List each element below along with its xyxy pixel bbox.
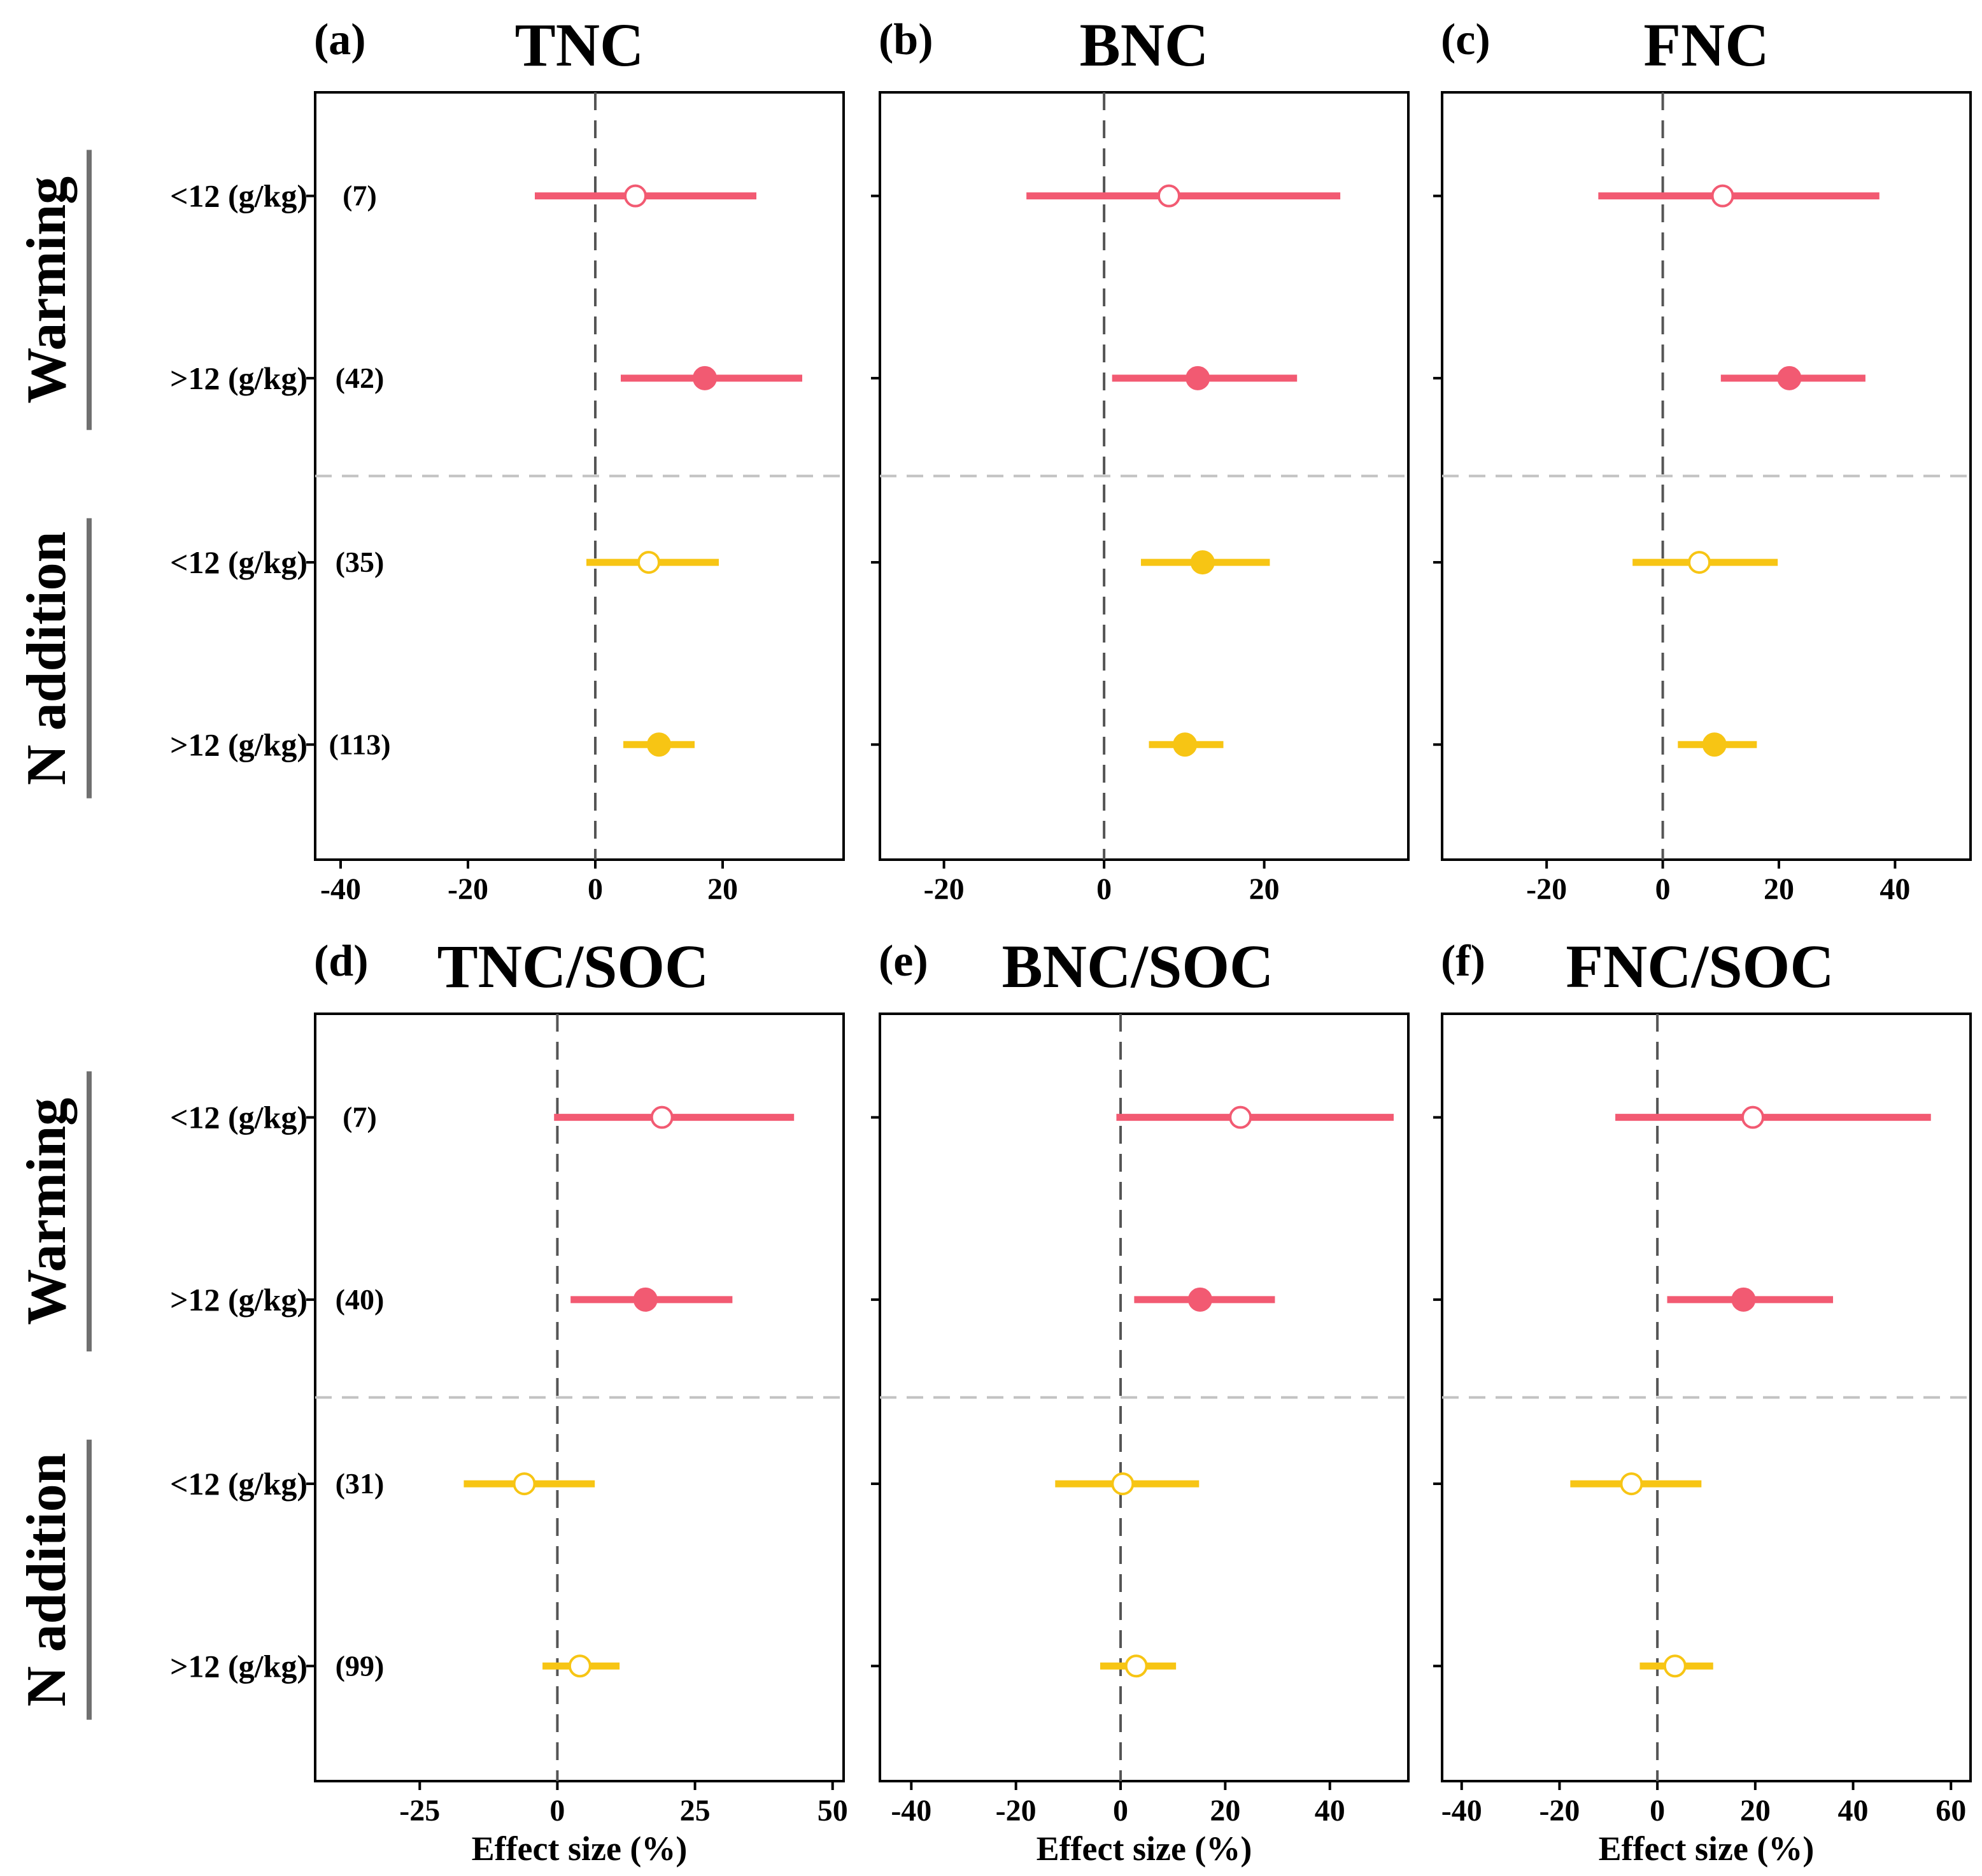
mean-point-filled xyxy=(1173,732,1198,757)
x-tick-label: -20 xyxy=(448,872,488,906)
row-label: <12 (g/kg) xyxy=(170,1100,308,1135)
panel-title: TNC xyxy=(515,11,644,79)
group-label: Warming xyxy=(16,1098,78,1325)
panel-letter: (a) xyxy=(314,15,366,64)
panel-d: (d) TNC/SOC -25 0 25 50 Effect size (%) <12 (g/… xyxy=(16,932,848,1868)
x-tick-label: 0 xyxy=(1113,1794,1128,1828)
row-label: <12 (g/kg) xyxy=(170,1466,308,1502)
mean-point-open xyxy=(1111,1472,1135,1496)
x-tick-label: 25 xyxy=(680,1794,711,1828)
x-tick-label: 40 xyxy=(1879,872,1910,906)
panel-title: TNC/SOC xyxy=(437,932,709,1000)
panel-title: BNC xyxy=(1080,11,1209,79)
x-tick-label: 0 xyxy=(588,872,603,906)
group-label: N addition xyxy=(16,1453,78,1707)
row-label: >12 (g/kg) xyxy=(170,1282,308,1318)
panel-title: BNC/SOC xyxy=(1002,932,1274,1000)
mean-point-filled xyxy=(633,1287,658,1312)
x-tick-label: 20 xyxy=(707,872,738,906)
row-label: >12 (g/kg) xyxy=(170,1648,308,1684)
panel-title: FNC xyxy=(1643,11,1769,79)
panel-frame xyxy=(314,91,845,861)
sample-size-label: (7) xyxy=(343,180,377,212)
x-tick-label: 20 xyxy=(1764,872,1794,906)
sample-size-label: (99) xyxy=(336,1649,385,1682)
panel-f: (f) FNC/SOC -40 -20 0 20 40 60 Effect size (%) xyxy=(1433,932,1972,1868)
panel-b: (b) BNC -20 0 20 xyxy=(871,11,1410,906)
mean-point-open xyxy=(1688,551,1711,574)
group-label: Warming xyxy=(16,176,78,404)
x-tick-label: -20 xyxy=(996,1794,1037,1828)
mean-point-open xyxy=(1229,1105,1252,1129)
row-label: >12 (g/kg) xyxy=(170,727,308,762)
x-tick-label: 0 xyxy=(1655,872,1671,906)
mean-point-filled xyxy=(647,732,671,757)
mean-point-open xyxy=(1157,184,1180,208)
panel-title: FNC/SOC xyxy=(1566,932,1834,1000)
panel-frame xyxy=(879,91,1410,861)
mean-point-filled xyxy=(1187,1287,1212,1312)
mean-point-open xyxy=(1620,1472,1643,1496)
sample-size-label: (40) xyxy=(336,1283,385,1316)
sample-size-label: (42) xyxy=(336,362,385,394)
x-tick-label: 0 xyxy=(549,1794,565,1828)
x-tick-label: 60 xyxy=(1936,1794,1966,1828)
row-label: <12 (g/kg) xyxy=(170,178,308,214)
panel-letter: (b) xyxy=(879,15,933,64)
x-tick-label: -40 xyxy=(320,872,361,906)
mean-point-open xyxy=(650,1105,674,1129)
x-axis-title: Effect size (%) xyxy=(1037,1830,1252,1868)
sample-size-label: (31) xyxy=(336,1467,385,1500)
mean-point-filled xyxy=(693,366,717,390)
x-axis-title: Effect size (%) xyxy=(1599,1830,1815,1868)
mean-point-filled xyxy=(1777,366,1802,390)
mean-point-open xyxy=(1663,1654,1687,1678)
x-tick-label: -40 xyxy=(891,1794,931,1828)
panel-letter: (d) xyxy=(314,937,369,986)
panel-a: (a) TNC -40 -20 0 20 <12 (g/kg) (7) >12 (g/kg) (4… xyxy=(16,11,845,906)
mean-point-open xyxy=(1124,1654,1148,1678)
mean-point-filled xyxy=(1186,366,1210,390)
mean-point-open xyxy=(637,551,660,574)
mean-point-filled xyxy=(1190,550,1215,575)
x-tick-label: 40 xyxy=(1838,1794,1869,1828)
sample-size-label: (35) xyxy=(336,546,385,578)
x-tick-label: -20 xyxy=(1539,1794,1580,1828)
mean-point-open xyxy=(624,184,647,208)
x-axis-title: Effect size (%) xyxy=(472,1830,688,1868)
x-tick-label: 20 xyxy=(1249,872,1280,906)
x-tick-label: 20 xyxy=(1210,1794,1240,1828)
mean-point-open xyxy=(1741,1105,1765,1129)
x-tick-label: -25 xyxy=(399,1794,440,1828)
panel-letter: (f) xyxy=(1441,937,1485,986)
sample-size-label: (113) xyxy=(329,728,390,760)
sample-size-label: (7) xyxy=(343,1101,377,1133)
panel-letter: (e) xyxy=(879,937,928,986)
panel-letter: (c) xyxy=(1441,15,1490,64)
mean-point-open xyxy=(1711,184,1734,208)
x-tick-label: -40 xyxy=(1441,1794,1482,1828)
group-label: N addition xyxy=(16,531,78,785)
x-tick-label: -20 xyxy=(1526,872,1567,906)
x-tick-label: 0 xyxy=(1096,872,1112,906)
panel-c: (c) FNC -20 0 20 40 xyxy=(1433,11,1972,906)
mean-point-open xyxy=(568,1654,591,1678)
mean-point-open xyxy=(513,1472,536,1496)
panel-e: (e) BNC/SOC -40 -20 0 20 40 Effect size (%) xyxy=(871,932,1410,1868)
row-label: >12 (g/kg) xyxy=(170,360,308,396)
x-tick-label: 40 xyxy=(1315,1794,1345,1828)
mean-point-filled xyxy=(1702,732,1727,757)
row-label: <12 (g/kg) xyxy=(170,544,308,580)
mean-point-filled xyxy=(1731,1287,1756,1312)
x-tick-label: 20 xyxy=(1740,1794,1771,1828)
x-tick-label: 0 xyxy=(1650,1794,1665,1828)
x-tick-label: -20 xyxy=(924,872,965,906)
x-tick-label: 50 xyxy=(818,1794,848,1828)
